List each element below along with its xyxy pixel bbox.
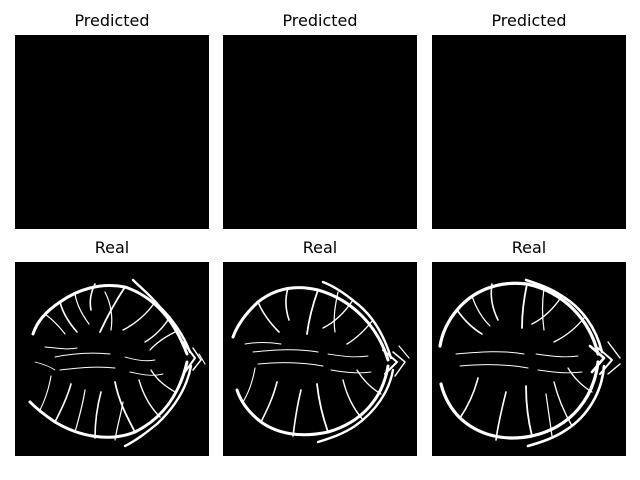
panel-title: Real: [511, 238, 547, 257]
predicted-image: [15, 35, 209, 229]
panel-title: Real: [302, 238, 338, 257]
vessel-map-3: [438, 278, 621, 448]
real-vessel-image: [223, 262, 417, 456]
vessel-map-1: [28, 278, 206, 448]
panel-title: Real: [94, 238, 130, 257]
panel-title: Predicted: [282, 11, 358, 30]
panel-title: Predicted: [74, 11, 150, 30]
vessel-map-2: [231, 280, 410, 444]
real-vessel-image: [15, 262, 209, 456]
real-vessel-image: [432, 262, 626, 456]
predicted-image: [223, 35, 417, 229]
predicted-image: [432, 35, 626, 229]
panel-title: Predicted: [491, 11, 567, 30]
